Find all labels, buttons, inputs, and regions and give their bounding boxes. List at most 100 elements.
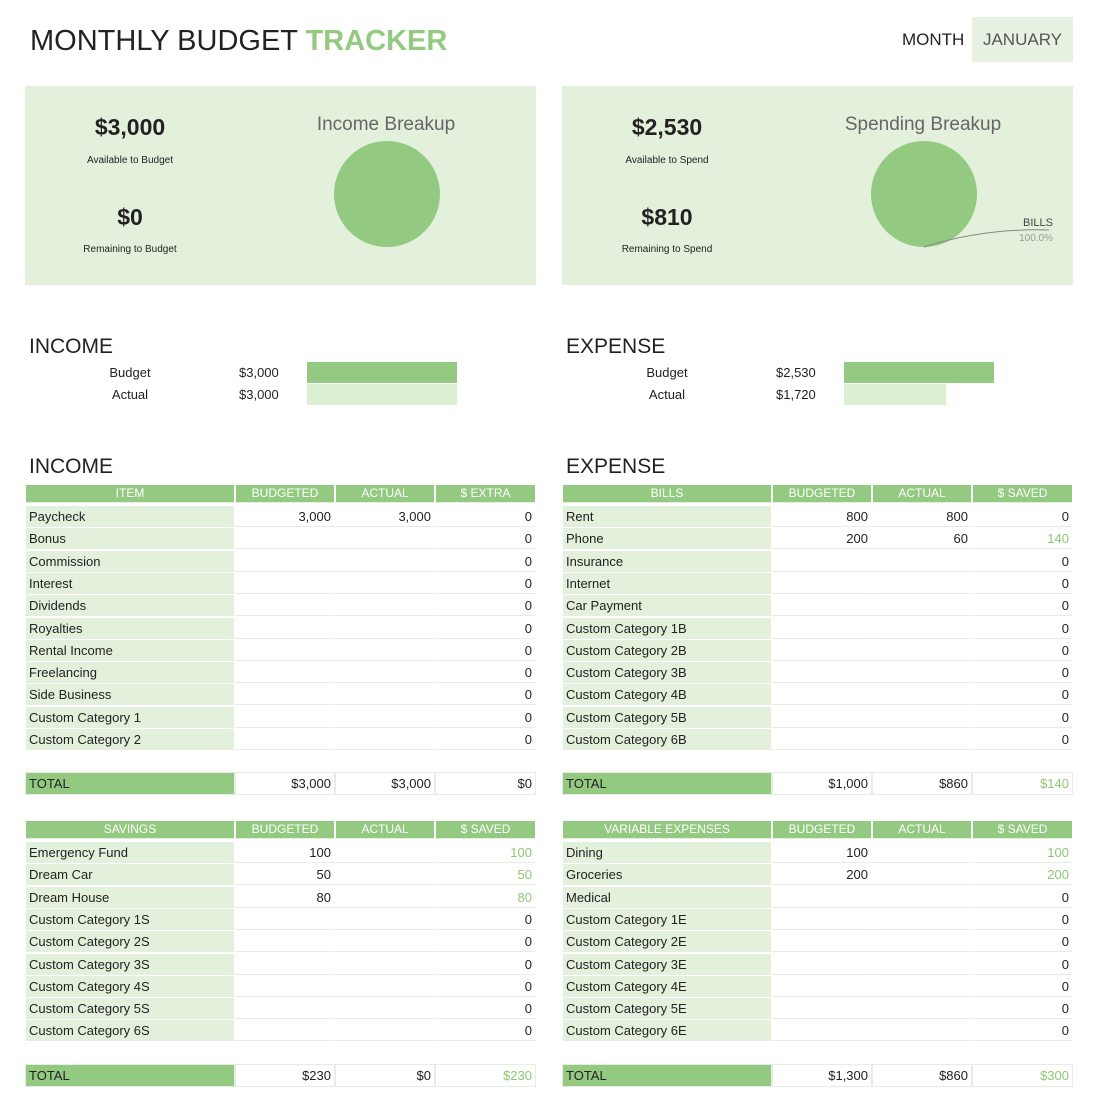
row-label: Custom Category 4B	[562, 683, 772, 706]
amount-label: Available to Budget	[87, 155, 173, 166]
cell-value: 0	[435, 661, 536, 684]
cell-value	[335, 661, 435, 684]
remaining: $810	[641, 204, 693, 230]
cell-value	[772, 705, 872, 728]
row-label: Commission	[25, 549, 235, 572]
row-label: Custom Category 1E	[562, 907, 772, 930]
cell-value: 200	[772, 863, 872, 886]
row-label: Custom Category 1B	[562, 616, 772, 639]
cell-value	[335, 885, 435, 908]
cell-value	[872, 841, 972, 863]
cell-value	[235, 527, 335, 550]
bar-category: Actual	[111, 387, 149, 402]
row-label: Paycheck	[25, 505, 235, 527]
cell-value	[335, 728, 435, 750]
bar	[844, 384, 946, 405]
cell-value: $0	[335, 1063, 435, 1087]
bar-value: $3,000	[239, 365, 279, 380]
cell-value: 0	[972, 616, 1073, 639]
column-header: ACTUAL	[335, 484, 435, 503]
cell-value: 0	[435, 638, 536, 661]
row-label: Custom Category 2B	[562, 638, 772, 661]
pie-chart: BILLS 100.0%	[871, 141, 1053, 248]
cell-value	[872, 594, 972, 617]
row-label: Medical	[562, 885, 772, 908]
cell-value	[772, 638, 872, 661]
cell-value: $230	[435, 1063, 536, 1087]
cell-value	[235, 638, 335, 661]
cell-value	[235, 616, 335, 639]
month-label: MONTH	[902, 30, 965, 49]
column-header: ACTUAL	[872, 820, 972, 839]
cell-value	[235, 683, 335, 706]
table-title: EXPENSE	[566, 455, 666, 478]
cell-value	[872, 705, 972, 728]
cell-value	[872, 549, 972, 572]
cell-value: 80	[235, 885, 335, 908]
pie-slice	[334, 141, 440, 247]
row-label: Custom Category 4E	[562, 974, 772, 997]
cell-value	[335, 571, 435, 594]
row-label: Custom Category 2S	[25, 930, 235, 953]
column-header: $ SAVED	[972, 820, 1073, 839]
cell-value	[872, 863, 972, 886]
chart-title: Income Breakup	[316, 114, 456, 135]
cell-value	[872, 1019, 972, 1042]
cell-value	[872, 683, 972, 706]
row-label: Custom Category 1S	[25, 907, 235, 930]
cell-value	[772, 661, 872, 684]
cell-value	[872, 952, 972, 975]
cell-value	[872, 974, 972, 997]
remaining-label: Remaining to Spend	[621, 244, 713, 255]
cell-value	[235, 974, 335, 997]
cell-value: 0	[435, 705, 536, 728]
cell-value	[335, 594, 435, 617]
cell-value: $860	[872, 1063, 972, 1087]
cell-value	[872, 885, 972, 908]
cell-value: 0	[435, 907, 536, 930]
row-label: Custom Category 3E	[562, 952, 772, 975]
cell-value	[872, 728, 972, 750]
cell-value: $3,000	[235, 772, 335, 796]
row-label: Dream House	[25, 885, 235, 908]
column-header: ACTUAL	[872, 484, 972, 503]
cell-value: 0	[972, 661, 1073, 684]
cell-value	[235, 952, 335, 975]
cell-value	[235, 661, 335, 684]
row-label: Custom Category 3S	[25, 952, 235, 975]
bar-category: Budget	[646, 365, 688, 380]
remaining-label: Remaining to Budget	[83, 244, 177, 255]
cell-value	[772, 907, 872, 930]
row-label: Custom Category 3B	[562, 661, 772, 684]
cell-value	[772, 683, 872, 706]
cell-value: 0	[972, 505, 1073, 527]
cell-value: 3,000	[235, 505, 335, 527]
month[interactable]: JANUARY	[972, 17, 1073, 62]
row-label: Custom Category 2E	[562, 930, 772, 953]
cell-value	[335, 841, 435, 863]
cell-value: $0	[435, 772, 536, 796]
cell-value: 0	[435, 974, 536, 997]
column-header: BUDGETED	[235, 820, 335, 839]
cell-value	[872, 661, 972, 684]
cell-value	[235, 1019, 335, 1042]
cell-value	[235, 997, 335, 1020]
cell-value: 0	[435, 594, 536, 617]
cell-value: 3,000	[335, 505, 435, 527]
cell-value	[235, 549, 335, 572]
cell-value: 0	[435, 997, 536, 1020]
cell-value: 0	[435, 505, 536, 527]
cell-value: 0	[972, 683, 1073, 706]
cell-value: 140	[972, 527, 1073, 550]
cell-value	[872, 907, 972, 930]
column-header: SAVINGS	[25, 820, 235, 839]
column-header: $ EXTRA	[435, 484, 536, 503]
cell-value	[335, 974, 435, 997]
cell-value	[335, 549, 435, 572]
cell-value	[335, 527, 435, 550]
cell-value: 0	[972, 571, 1073, 594]
row-label: TOTAL	[25, 772, 235, 796]
row-label: Rental Income	[25, 638, 235, 661]
amount: $3,000	[94, 114, 166, 140]
